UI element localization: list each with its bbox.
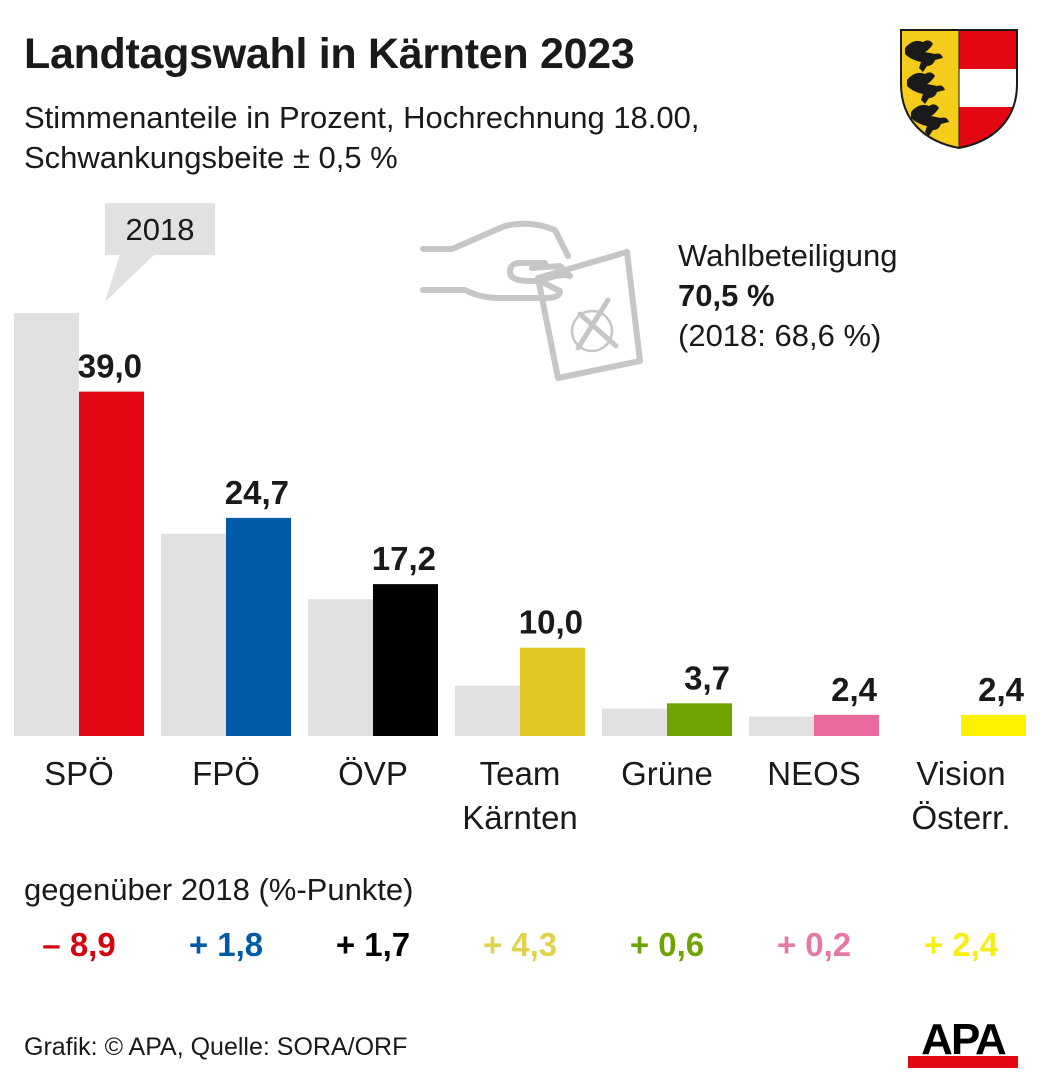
bar-2023-5: [814, 714, 879, 736]
callout-tail: [105, 254, 155, 302]
data-label-1: 24,7: [225, 474, 289, 511]
category-label-6: Vision Österr.: [891, 752, 1031, 840]
category-label-line: Grüne: [621, 755, 713, 792]
category-label-line: Team: [479, 755, 561, 792]
data-label-3: 10,0: [519, 604, 583, 641]
diff-value-3: + 4,3: [482, 926, 558, 963]
bar-2018-5: [749, 716, 814, 736]
diff-value-6: + 2,4: [923, 926, 999, 963]
category-label-line: SPÖ: [44, 755, 114, 792]
category-label-1: FPÖ: [156, 752, 296, 796]
subtitle-line-2: Schwankungsbeite ± 0,5 %: [24, 140, 398, 175]
subtitle: Stimmenanteile in Prozent, Hochrechnung …: [24, 98, 700, 178]
category-label-0: SPÖ: [9, 752, 149, 796]
data-label-5: 2,4: [831, 671, 878, 708]
bar-2018-1: [161, 533, 226, 736]
bar-2023-3: [520, 647, 585, 736]
apa-logo-bar: [908, 1056, 1018, 1068]
bar-2023-6: [961, 714, 1026, 736]
bar-2023-4: [667, 703, 732, 736]
apa-logo: APA: [908, 1018, 1018, 1068]
category-label-line: Vision: [916, 755, 1006, 792]
legend-2018-callout: 2018: [105, 203, 215, 255]
ballot-hand-icon: [420, 220, 643, 381]
bar-2023-1: [226, 517, 291, 736]
turnout-previous: (2018: 68,6 %): [678, 318, 882, 353]
diff-value-1: + 1,8: [188, 926, 264, 963]
category-label-4: Grüne: [597, 752, 737, 796]
page-title: Landtagswahl in Kärnten 2023: [24, 30, 635, 78]
bar-2018-2: [308, 599, 373, 736]
data-label-6: 2,4: [978, 671, 1025, 708]
bar-2018-4: [602, 708, 667, 736]
category-label-line: Österr.: [911, 799, 1011, 836]
category-label-5: NEOS: [744, 752, 884, 796]
subtitle-line-1: Stimmenanteile in Prozent, Hochrechnung …: [24, 100, 700, 135]
diff-value-4: + 0,6: [629, 926, 705, 963]
diff-value-5: + 0,2: [776, 926, 852, 963]
turnout-label: Wahlbeteiligung: [678, 238, 898, 273]
data-label-0: 39,0: [78, 348, 142, 385]
bar-chart: 39,0 24,7 17,2 10,0 3,7 2,4 2,4: [14, 313, 1026, 736]
category-label-2: ÖVP: [303, 752, 443, 796]
bar-2018-0: [14, 313, 79, 736]
footer-credit: Grafik: © APA, Quelle: SORA/ORF: [24, 1033, 408, 1061]
category-label-line: FPÖ: [192, 755, 260, 792]
category-label-3: Team Kärnten: [450, 752, 590, 840]
bar-2018-3: [455, 685, 520, 736]
bar-2023-0: [79, 391, 144, 736]
category-label-line: NEOS: [767, 755, 861, 792]
category-label-line: ÖVP: [338, 755, 408, 792]
diff-value-0: – 8,9: [42, 926, 116, 963]
data-label-4: 3,7: [684, 659, 730, 696]
diff-value-2: + 1,7: [335, 926, 411, 963]
diff-title: gegenüber 2018 (%-Punkte): [24, 872, 414, 907]
data-label-2: 17,2: [372, 540, 436, 577]
turnout-block: Wahlbeteiligung 70,5 % (2018: 68,6 %): [678, 236, 897, 356]
bar-2023-2: [373, 584, 438, 736]
category-label-line: Kärnten: [462, 799, 578, 836]
carinthia-coat-of-arms-icon: [900, 29, 1018, 150]
turnout-value: 70,5 %: [678, 278, 775, 313]
